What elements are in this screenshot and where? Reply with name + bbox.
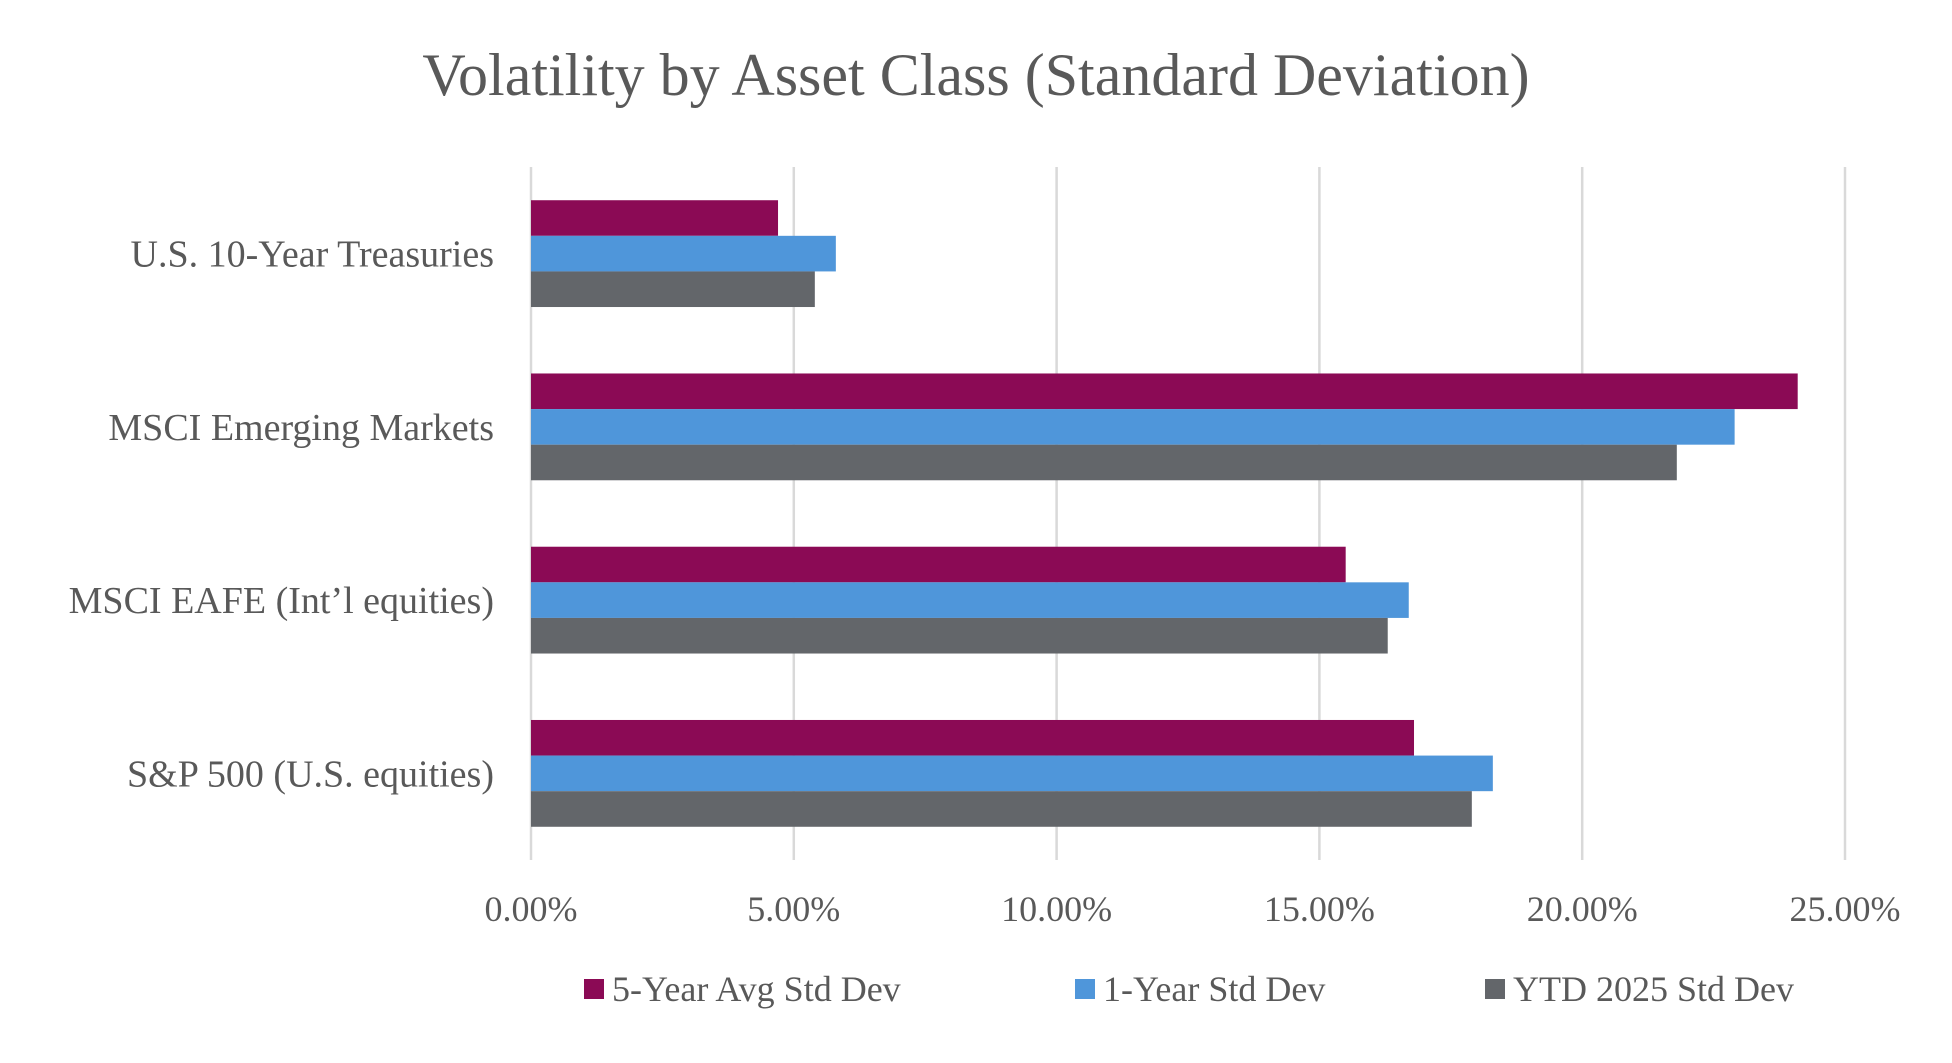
bar-ytd-2025-std-dev-s-p-500-u-s-equities [531, 791, 1472, 827]
bar-5-year-avg-std-dev-u-s-10-year-treasuries [531, 200, 779, 236]
chart-title: Volatility by Asset Class (Standard Devi… [422, 42, 1529, 108]
legend-swatch-1-year-std-dev [1075, 979, 1095, 999]
x-tick-label: 5.00% [747, 889, 840, 929]
bars [531, 200, 1798, 827]
x-axis-tick-labels: 0.00% 5.00% 10.00% 15.00% 20.00% 25.00% [485, 889, 1901, 929]
bar-1-year-std-dev-msci-emerging-markets [531, 409, 1735, 445]
category-labels: U.S. 10-Year Treasuries MSCI Emerging Mar… [69, 234, 494, 796]
bar-ytd-2025-std-dev-u-s-10-year-treasuries [531, 271, 815, 308]
bar-ytd-2025-std-dev-msci-eafe-int-l-equities [531, 617, 1388, 654]
category-label-msci-emerging-markets: MSCI Emerging Markets [108, 407, 494, 449]
x-tick-label: 10.00% [1001, 889, 1112, 929]
x-tick-label: 0.00% [485, 889, 578, 929]
x-tick-label: 15.00% [1264, 889, 1375, 929]
bar-1-year-std-dev-s-p-500-u-s-equities [531, 755, 1493, 792]
bar-5-year-avg-std-dev-msci-emerging-markets [531, 373, 1798, 410]
legend-label-ytd-2025-std-dev: YTD 2025 Std Dev [1513, 969, 1794, 1009]
legend-swatch-ytd-2025-std-dev [1485, 979, 1505, 999]
bar-5-year-avg-std-dev-s-p-500-u-s-equities [531, 719, 1415, 756]
category-label-s-p-500-u-s-equities: S&P 500 (U.S. equities) [127, 753, 494, 795]
bar-5-year-avg-std-dev-msci-eafe-int-l-equities [531, 546, 1346, 583]
bar-1-year-std-dev-u-s-10-year-treasuries [531, 235, 836, 272]
bar-ytd-2025-std-dev-msci-emerging-markets [531, 444, 1677, 481]
legend-label-1-year-std-dev: 1-Year Std Dev [1103, 969, 1325, 1009]
legend-swatch-5-year-avg-std-dev [584, 979, 604, 999]
x-tick-label: 20.00% [1527, 889, 1638, 929]
category-label-msci-eafe-int-l-equities: MSCI EAFE (Int’l equities) [69, 580, 494, 622]
legend-label-5-year-avg-std-dev: 5-Year Avg Std Dev [612, 969, 901, 1009]
x-tick-label: 25.00% [1790, 889, 1901, 929]
category-label-u-s-10-year-treasuries: U.S. 10-Year Treasuries [131, 234, 495, 276]
legend: 5-Year Avg Std Dev 1-Year Std Dev YTD 2025… [584, 969, 1794, 1009]
bar-1-year-std-dev-msci-eafe-int-l-equities [531, 582, 1409, 618]
